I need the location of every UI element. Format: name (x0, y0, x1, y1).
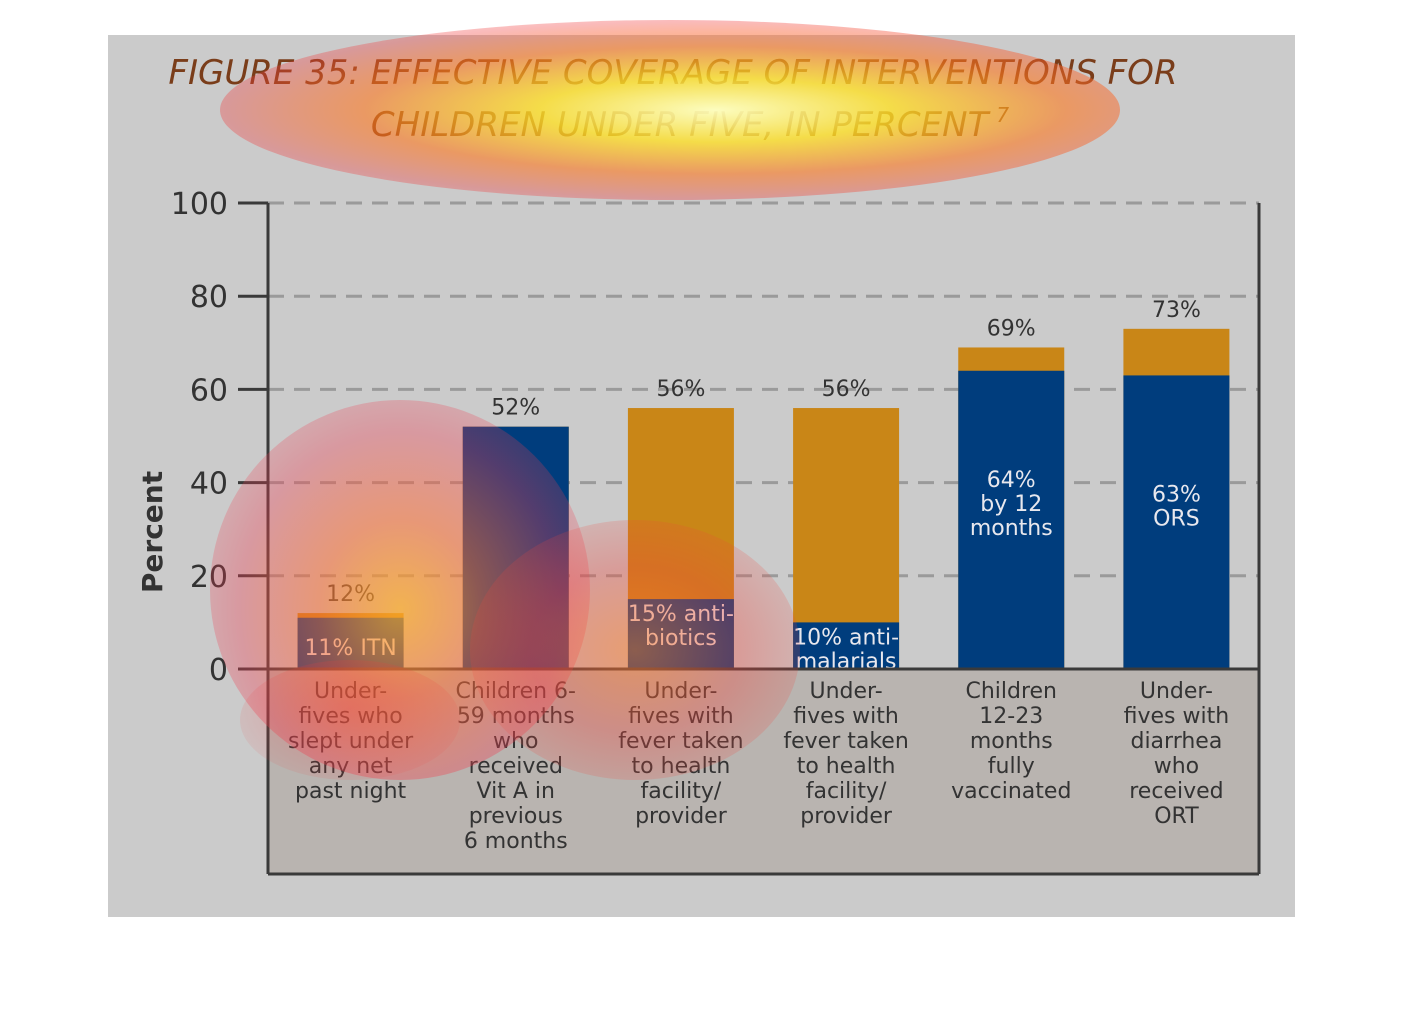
category-label: any net (309, 754, 393, 779)
category-label: Vit A in (477, 779, 555, 804)
category-label: who (493, 729, 538, 754)
category-label: received (1129, 779, 1223, 804)
bar-total-label: 73% (1152, 298, 1201, 323)
category-label: Under- (644, 679, 717, 704)
category-label: Under- (314, 679, 387, 704)
category-label: fever taken (618, 729, 743, 754)
category-label: to health (797, 754, 896, 779)
y-tick-label: 100 (171, 187, 228, 222)
bar-inner-label: 10% anti- (793, 625, 899, 650)
category-label: Children 6- (456, 679, 576, 704)
category-label: ORT (1154, 804, 1199, 829)
category-label: who (1154, 754, 1199, 779)
category-label: previous (469, 804, 563, 829)
category-label: fives who (298, 704, 402, 729)
bar-inner-label: 64% (987, 468, 1036, 493)
bar-total-label: 56% (822, 377, 871, 402)
category-label: Children (965, 679, 1057, 704)
category-label: to health (632, 754, 731, 779)
title-superscript: 7 (996, 103, 1009, 127)
category-label: Under- (1140, 679, 1213, 704)
category-label: months (970, 729, 1053, 754)
category-label: fives with (1124, 704, 1230, 729)
category-label: facility/ (806, 779, 887, 804)
bar-effective (793, 622, 900, 669)
bar-inner-label: ORS (1153, 506, 1200, 531)
category-label: diarrhea (1130, 729, 1222, 754)
bar-inner-label: 11% ITN (304, 636, 396, 661)
chart-title-line2: CHILDREN UNDER FIVE, IN PERCENT 7 (371, 103, 1009, 145)
bar-effective (958, 370, 1065, 669)
bar-inner-label: by 12 (980, 492, 1042, 517)
bar-effective (1123, 375, 1230, 669)
y-tick-label: 40 (190, 467, 228, 502)
category-label: provider (635, 804, 728, 829)
bar-total-label: 56% (656, 377, 705, 402)
y-tick-label: 0 (209, 653, 228, 688)
bar-inner-label: months (970, 516, 1053, 541)
bar-inner-label: biotics (645, 626, 717, 651)
bar-total-label: 69% (987, 316, 1036, 341)
category-label: past night (295, 779, 406, 804)
category-label: provider (800, 804, 893, 829)
category-label: 6 months (464, 829, 568, 854)
category-label: vaccinated (951, 779, 1071, 804)
y-tick-label: 80 (190, 280, 228, 315)
bar-inner-label: 63% (1152, 482, 1201, 507)
category-label: fully (988, 754, 1035, 779)
bar-effective (462, 426, 569, 669)
bar-inner-label: malarials (796, 649, 897, 674)
chart-title-line1: FIGURE 35: EFFECTIVE COVERAGE OF INTERVE… (168, 53, 1177, 93)
y-axis-label: Percent (136, 471, 169, 593)
category-label: facility/ (641, 779, 722, 804)
bar-inner-label: 15% anti- (628, 602, 734, 627)
category-label: slept under (288, 729, 414, 754)
category-label: 12-23 (979, 704, 1043, 729)
category-label: fives with (628, 704, 734, 729)
y-tick-label: 20 (190, 560, 228, 595)
category-label-box (268, 669, 1259, 874)
category-label: Under- (810, 679, 883, 704)
y-tick-label: 60 (190, 373, 228, 408)
category-label: fever taken (783, 729, 908, 754)
bar-total-label: 12% (326, 582, 375, 607)
category-label: 59 months (457, 704, 575, 729)
bar-total-label: 52% (491, 396, 540, 421)
category-label: received (469, 754, 563, 779)
category-label: fives with (793, 704, 899, 729)
